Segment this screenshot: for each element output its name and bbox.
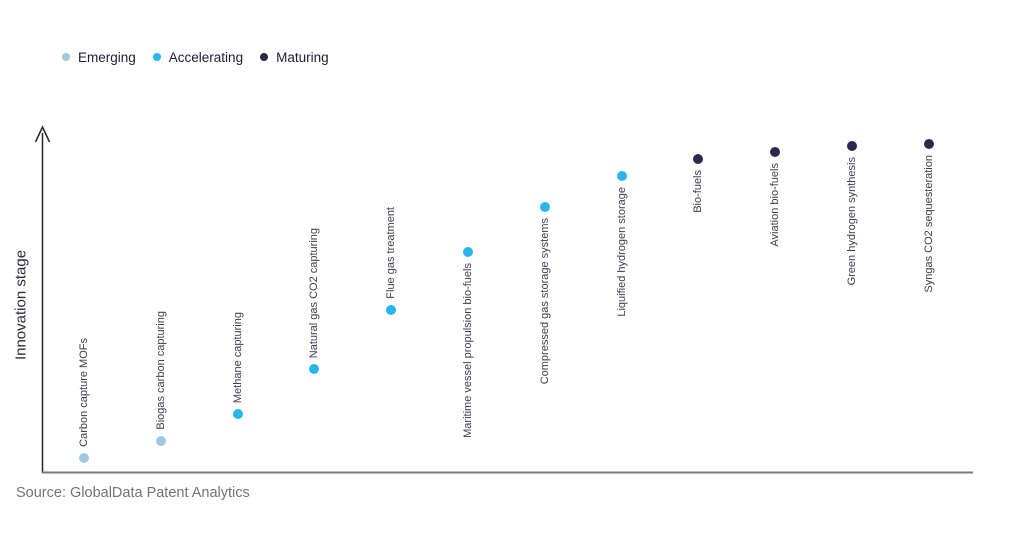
legend-item-accelerating: Accelerating: [152, 48, 244, 66]
data-point-dot: [463, 246, 473, 257]
y-axis-label: Innovation stage: [12, 249, 30, 361]
legend-item-maturing: Maturing: [260, 48, 329, 66]
data-point-dot: [386, 305, 397, 316]
data-point-label: Green hydrogen synthesis: [846, 156, 858, 286]
data-point-dot: [309, 363, 320, 374]
data-point-label: Carbon capture MOFs: [78, 338, 90, 448]
legend-label: Maturing: [276, 49, 329, 65]
data-point-dot: [79, 453, 89, 464]
data-point-dot: [847, 140, 857, 151]
legend: Emerging Accelerating Maturing: [62, 48, 329, 66]
legend-label: Emerging: [78, 49, 136, 65]
legend-dot-icon: [260, 53, 269, 61]
legend-label: Accelerating: [168, 49, 244, 65]
data-point-dot: [232, 408, 243, 419]
source-note: Source: GlobalData Patent Analytics: [16, 485, 250, 501]
data-point-label: Maritime vessel propulsion bio-fuels: [462, 262, 474, 438]
data-point-label: Natural gas CO2 capturing: [308, 227, 321, 359]
data-point-label: Flue gas treatment: [385, 207, 398, 300]
data-point-label: Methane capturing: [231, 311, 244, 403]
data-point-dot: [770, 147, 781, 158]
legend-item-emerging: Emerging: [62, 48, 136, 66]
data-point-dot: [923, 139, 934, 150]
legend-dot-icon: [152, 53, 161, 61]
data-point-label: Syngas CO2 sequesteration: [922, 155, 935, 293]
data-point-dot: [155, 436, 166, 447]
legend-dot-icon: [62, 53, 70, 61]
y-axis-arrow-icon: [34, 125, 51, 143]
data-point-dot: [616, 171, 627, 182]
data-point-dot: [693, 153, 704, 164]
data-point-label: Biogas carbon capturing: [154, 311, 167, 430]
data-point-label: Aviation bio-fuels: [769, 163, 782, 247]
data-point-label: Liquified hydrogen storage: [615, 187, 628, 317]
data-point-label: Bio-fuels: [692, 169, 705, 213]
data-point-label: Compressed gas storage systems: [538, 218, 551, 385]
data-point-dot: [539, 202, 550, 213]
